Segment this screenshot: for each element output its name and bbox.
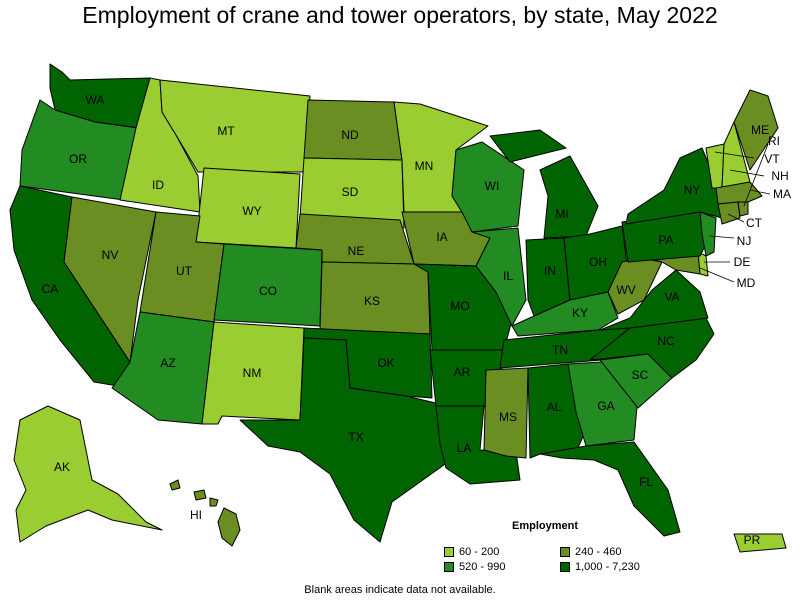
state-HI[interactable] [169,479,241,547]
state-WI[interactable] [451,141,525,233]
label-NE: NE [348,244,365,258]
state-labels: WA OR CA ID NV MT WY UT AZ CO NM ND SD N… [42,93,791,547]
label-KY: KY [572,306,588,320]
label-UT: UT [176,264,193,278]
state-VA[interactable] [599,269,709,331]
legend-item-4: 1,000 - 7,230 [560,561,640,573]
label-WV: WV [616,283,635,297]
label-CA: CA [42,282,59,296]
label-IN: IN [544,264,556,278]
legend-label-1: 60 - 200 [459,546,500,558]
label-CO: CO [259,284,277,298]
state-RI[interactable] [737,201,749,217]
state-NJ[interactable] [699,211,717,257]
label-AR: AR [454,365,471,379]
state-CT[interactable] [717,201,741,225]
label-NJ: NJ [737,234,752,248]
label-KS: KS [364,294,380,308]
label-TN: TN [552,343,568,357]
label-NV: NV [102,248,119,262]
label-WA: WA [86,93,105,107]
state-MT[interactable] [159,79,311,173]
legend: Employment 60 - 200 240 - 460 520 - 990 … [440,518,660,578]
state-MS[interactable] [483,367,529,459]
map-title: Employment of crane and tower operators,… [82,2,718,28]
legend-label-4: 1,000 - 7,230 [575,561,640,573]
state-AK[interactable] [13,405,163,543]
state-TX[interactable] [239,337,449,543]
state-PR[interactable] [733,533,787,553]
state-NV[interactable] [63,196,157,363]
legend-label-3: 520 - 990 [459,561,506,573]
label-OK: OK [377,356,394,370]
legend-swatch-1 [444,547,454,557]
state-KY[interactable] [511,291,619,337]
leader-NJ [709,235,735,239]
leader-CT [727,213,745,223]
label-MN: MN [415,159,434,173]
leader-MD [699,267,735,283]
label-FL: FL [639,475,653,489]
label-LA: LA [457,441,472,455]
label-AZ: AZ [160,356,175,370]
label-NH: NH [771,169,788,183]
label-OR: OR [69,152,87,166]
label-VA: VA [664,290,679,304]
legend-label-2: 240 - 460 [575,546,622,558]
state-SD[interactable] [299,157,405,229]
state-LA[interactable] [435,405,521,485]
label-MA: MA [773,187,791,201]
state-ME[interactable] [733,89,779,171]
label-ME: ME [751,123,769,137]
label-AK: AK [54,460,70,474]
label-AL: AL [547,400,562,414]
legend-swatch-2 [560,547,570,557]
label-NM: NM [243,366,262,380]
label-NC: NC [657,334,675,348]
label-OH: OH [589,255,607,269]
label-MO: MO [450,299,469,313]
label-ID: ID [152,178,164,192]
label-CT: CT [746,216,763,230]
legend-item-1: 60 - 200 [444,546,499,558]
label-HI: HI [190,508,202,522]
label-SD: SD [342,185,359,199]
state-KS[interactable] [319,261,431,335]
state-FL[interactable] [539,441,681,537]
label-RI: RI [768,134,780,148]
legend-swatch-4 [560,562,570,572]
leader-MA [749,189,771,195]
label-WY: WY [242,204,261,218]
label-WI: WI [485,179,500,193]
label-IL: IL [503,269,513,283]
label-DE: DE [734,255,751,269]
label-MI: MI [555,207,568,221]
footnote: Blank areas indicate data not available. [304,584,496,596]
label-MS: MS [499,410,517,424]
legend-item-2: 240 - 460 [560,546,621,558]
label-MD: MD [737,276,756,290]
label-IA: IA [436,230,447,244]
legend-swatch-3 [444,562,454,572]
leader-RI [743,143,769,207]
label-PR: PR [744,533,761,547]
legend-item-3: 520 - 990 [444,561,505,573]
leader-NH [729,169,765,177]
leader-VT [714,151,755,159]
label-SC: SC [632,368,649,382]
label-GA: GA [597,399,614,413]
label-ND: ND [341,128,359,142]
label-MT: MT [217,124,235,138]
label-NY: NY [684,183,701,197]
label-PA: PA [658,233,673,247]
state-MA[interactable] [715,181,763,205]
legend-title: Employment [512,520,579,532]
label-VT: VT [764,152,780,166]
state-IL[interactable] [471,227,527,327]
label-TX: TX [348,430,363,444]
